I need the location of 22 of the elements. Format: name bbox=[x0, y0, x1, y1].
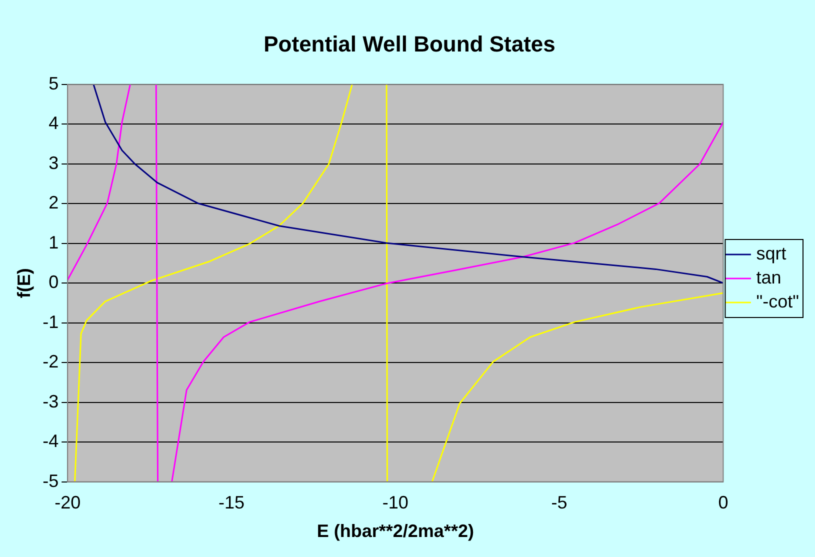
x-tick-label: -5 bbox=[551, 492, 568, 513]
y-tick-label: -1 bbox=[42, 312, 59, 332]
x-tick-label: -10 bbox=[382, 492, 408, 513]
x-axis-title: E (hbar**2/2ma**2) bbox=[316, 521, 474, 542]
y-tick-label: -4 bbox=[42, 431, 59, 452]
y-tick-label: 4 bbox=[48, 113, 59, 134]
y-tick-label: -5 bbox=[42, 470, 59, 491]
y-axis-title: f(E) bbox=[14, 268, 34, 298]
legend-label: "-cot" bbox=[756, 291, 800, 312]
y-tick-label: 2 bbox=[48, 192, 59, 213]
y-tick-label: 3 bbox=[48, 152, 59, 173]
y-tick-label: -3 bbox=[42, 391, 59, 412]
legend-label: sqrt bbox=[756, 243, 786, 264]
y-tick-label: 5 bbox=[48, 73, 59, 94]
x-tick-label: -20 bbox=[54, 492, 81, 513]
y-tick-label: 1 bbox=[48, 232, 59, 252]
x-tick-label: 0 bbox=[718, 492, 728, 513]
y-tick-label: 0 bbox=[48, 272, 59, 292]
legend-label: tan bbox=[756, 267, 782, 288]
chart-title: Potential Well Bound States bbox=[264, 31, 556, 56]
y-tick-label: -2 bbox=[42, 352, 59, 372]
x-tick-label: -15 bbox=[218, 492, 245, 513]
